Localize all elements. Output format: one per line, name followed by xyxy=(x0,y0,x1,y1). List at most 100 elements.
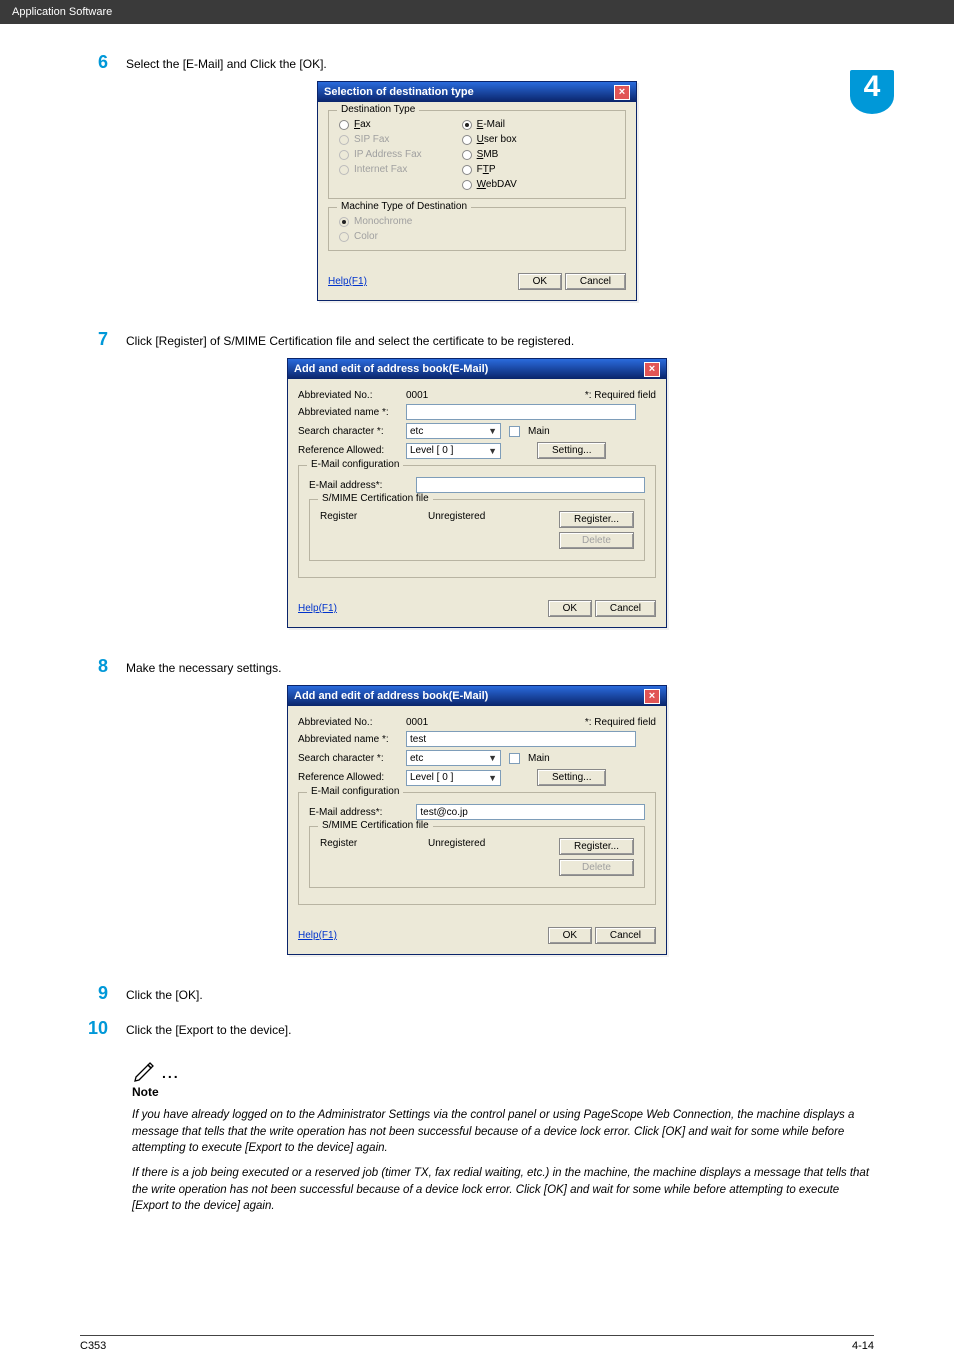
ok-button[interactable]: OK xyxy=(518,273,562,290)
label-abbrev-no: Abbreviated No.: xyxy=(298,717,398,728)
footer-right: 4-14 xyxy=(852,1340,874,1352)
radio-ip-address-fax: IP Address Fax xyxy=(339,149,422,160)
label-main: Main xyxy=(528,753,550,764)
radio-webdav[interactable]: WebDAV xyxy=(462,179,517,190)
group-legend: S/MIME Certification file xyxy=(318,820,433,831)
pencil-icon xyxy=(132,1057,158,1083)
help-link[interactable]: Help(F1) xyxy=(298,603,337,614)
note-dots-icon: ... xyxy=(162,1065,180,1081)
value-abbrev-no: 0001 xyxy=(406,717,428,728)
step-8: 8 Make the necessary settings. xyxy=(80,656,874,677)
select-ref-allowed[interactable]: Level [ 0 ]▼ xyxy=(406,443,501,459)
group-legend: Destination Type xyxy=(337,104,419,115)
step-number: 10 xyxy=(80,1018,108,1039)
radio-email[interactable]: E-Mail xyxy=(462,119,517,130)
step-10: 10 Click the [Export to the device]. xyxy=(80,1018,874,1039)
setting-button[interactable]: Setting... xyxy=(537,442,606,459)
dialog-titlebar: Add and edit of address book(E-Mail) × xyxy=(288,359,666,379)
note-block: ... Note If you have already logged on t… xyxy=(132,1057,874,1215)
label-search-char: Search character *: xyxy=(298,426,398,437)
note-title: Note xyxy=(132,1085,874,1099)
footer-left: C353 xyxy=(80,1340,106,1352)
step-number: 8 xyxy=(80,656,108,677)
checkbox-main[interactable] xyxy=(509,426,520,437)
section-title: Application Software xyxy=(12,0,112,24)
label-abbrev-name: Abbreviated name *: xyxy=(298,734,398,745)
group-legend: E-Mail configuration xyxy=(307,459,403,470)
label-email-addr: E-Mail address*: xyxy=(309,480,408,491)
group-smime: S/MIME Certification file Register Unreg… xyxy=(309,499,645,561)
input-abbrev-name[interactable] xyxy=(406,731,636,747)
label-abbrev-name: Abbreviated name *: xyxy=(298,407,398,418)
label-register: Register xyxy=(320,511,420,522)
required-note: *: Required field xyxy=(585,717,656,728)
radio-sip-fax: SIP Fax xyxy=(339,134,422,145)
step-text: Click the [Export to the device]. xyxy=(126,1018,291,1039)
register-button[interactable]: Register... xyxy=(559,838,634,855)
cancel-button[interactable]: Cancel xyxy=(565,273,626,290)
label-email-addr: E-Mail address*: xyxy=(309,807,408,818)
checkbox-main[interactable] xyxy=(509,753,520,764)
cancel-button[interactable]: Cancel xyxy=(595,600,656,617)
step-9: 9 Click the [OK]. xyxy=(80,983,874,1004)
group-machine-type: Machine Type of Destination Monochrome C… xyxy=(328,207,626,251)
radio-color: Color xyxy=(339,231,615,242)
step-text: Click [Register] of S/MIME Certification… xyxy=(126,329,574,350)
dialog-address-book-step8: Add and edit of address book(E-Mail) × A… xyxy=(287,685,667,955)
step-number: 7 xyxy=(80,329,108,350)
radio-userbox[interactable]: User box xyxy=(462,134,517,145)
group-legend: Machine Type of Destination xyxy=(337,201,471,212)
radio-smb[interactable]: SMB xyxy=(462,149,517,160)
cancel-button[interactable]: Cancel xyxy=(595,927,656,944)
register-status: Unregistered xyxy=(428,511,485,522)
close-icon[interactable]: × xyxy=(644,362,660,377)
radio-ftp[interactable]: FTP xyxy=(462,164,517,175)
delete-button: Delete xyxy=(559,532,634,549)
group-email-config: E-Mail configuration E-Mail address*: S/… xyxy=(298,465,656,578)
dialog-address-book-step7: Add and edit of address book(E-Mail) × A… xyxy=(287,358,667,628)
step-6: 6 Select the [E-Mail] and Click the [OK]… xyxy=(80,52,874,73)
radio-monochrome: Monochrome xyxy=(339,216,615,227)
group-legend: E-Mail configuration xyxy=(307,786,403,797)
label-main: Main xyxy=(528,426,550,437)
input-email[interactable] xyxy=(416,804,645,820)
label-search-char: Search character *: xyxy=(298,753,398,764)
radio-internet-fax: Internet Fax xyxy=(339,164,422,175)
label-ref-allowed: Reference Allowed: xyxy=(298,445,398,456)
step-text: Click the [OK]. xyxy=(126,983,203,1004)
step-text: Select the [E-Mail] and Click the [OK]. xyxy=(126,52,327,73)
delete-button: Delete xyxy=(559,859,634,876)
value-abbrev-no: 0001 xyxy=(406,390,428,401)
note-paragraph-2: If there is a job being executed or a re… xyxy=(132,1165,874,1215)
step-text: Make the necessary settings. xyxy=(126,656,281,677)
input-email[interactable] xyxy=(416,477,645,493)
help-link[interactable]: Help(F1) xyxy=(298,930,337,941)
dialog-destination-type: Selection of destination type × Destinat… xyxy=(317,81,637,301)
radio-fax[interactable]: Fax xyxy=(339,119,422,130)
step-number: 6 xyxy=(80,52,108,73)
ok-button[interactable]: OK xyxy=(548,927,592,944)
close-icon[interactable]: × xyxy=(614,85,630,100)
register-status: Unregistered xyxy=(428,838,485,849)
register-button[interactable]: Register... xyxy=(559,511,634,528)
step-number: 9 xyxy=(80,983,108,1004)
page-header: Application Software xyxy=(0,0,954,24)
group-legend: S/MIME Certification file xyxy=(318,493,433,504)
dialog-titlebar: Selection of destination type × xyxy=(318,82,636,102)
page-footer: C353 4-14 xyxy=(80,1335,874,1352)
dialog-title: Selection of destination type xyxy=(324,82,474,102)
help-link[interactable]: Help(F1) xyxy=(328,276,367,287)
step-7: 7 Click [Register] of S/MIME Certificati… xyxy=(80,329,874,350)
chapter-badge: 4 xyxy=(850,70,894,114)
select-search-char[interactable]: etc▼ xyxy=(406,750,501,766)
label-register: Register xyxy=(320,838,420,849)
group-smime: S/MIME Certification file Register Unreg… xyxy=(309,826,645,888)
note-paragraph-1: If you have already logged on to the Adm… xyxy=(132,1107,874,1157)
input-abbrev-name[interactable] xyxy=(406,404,636,420)
setting-button[interactable]: Setting... xyxy=(537,769,606,786)
select-search-char[interactable]: etc▼ xyxy=(406,423,501,439)
dialog-title: Add and edit of address book(E-Mail) xyxy=(294,686,488,706)
ok-button[interactable]: OK xyxy=(548,600,592,617)
select-ref-allowed[interactable]: Level [ 0 ]▼ xyxy=(406,770,501,786)
close-icon[interactable]: × xyxy=(644,689,660,704)
